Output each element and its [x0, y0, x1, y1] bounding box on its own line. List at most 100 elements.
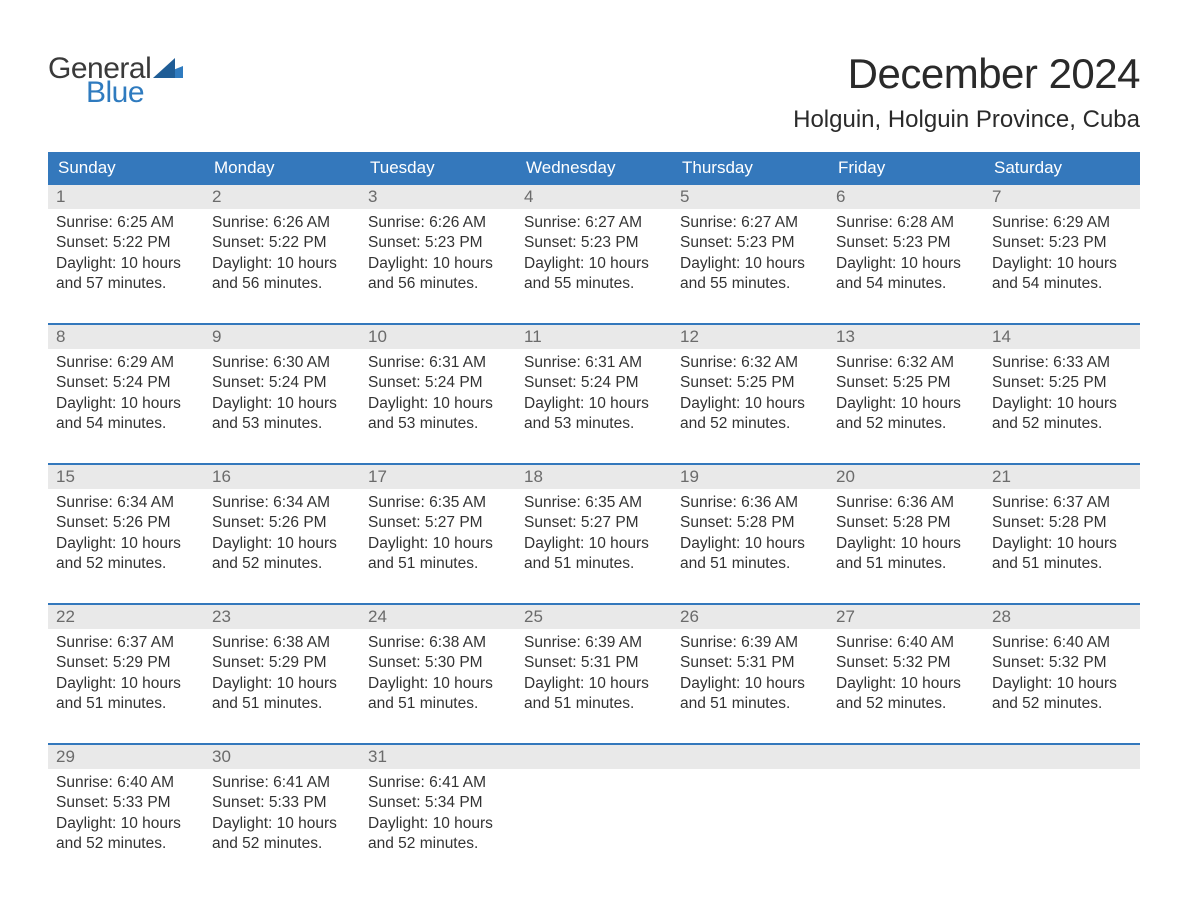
day-number: 29: [56, 747, 75, 766]
dow-cell: Saturday: [984, 152, 1140, 185]
calendar: SundayMondayTuesdayWednesdayThursdayFrid…: [48, 152, 1140, 863]
day-number: 14: [992, 327, 1011, 346]
sunset-text: Sunset: 5:25 PM: [680, 373, 820, 393]
week-row: 29 Sunrise: 6:40 AMSunset: 5:33 PMDayligh…: [48, 743, 1140, 863]
sunrise-text: Sunrise: 6:40 AM: [56, 773, 196, 793]
day-body: Sunrise: 6:41 AMSunset: 5:34 PMDaylight:…: [360, 769, 516, 861]
logo: General Blue: [48, 54, 183, 108]
day-of-week-header: SundayMondayTuesdayWednesdayThursdayFrid…: [48, 152, 1140, 185]
day-number-row: 17: [360, 465, 516, 489]
daylight-line2: and 52 minutes.: [992, 694, 1132, 714]
week-row: 15 Sunrise: 6:34 AMSunset: 5:26 PMDayligh…: [48, 463, 1140, 583]
daylight-line1: Daylight: 10 hours: [992, 394, 1132, 414]
day-body: Sunrise: 6:27 AMSunset: 5:23 PMDaylight:…: [672, 209, 828, 301]
empty-day-number-row: [672, 745, 828, 769]
day-body: Sunrise: 6:32 AMSunset: 5:25 PMDaylight:…: [672, 349, 828, 441]
sunset-text: Sunset: 5:28 PM: [992, 513, 1132, 533]
daylight-line2: and 52 minutes.: [992, 414, 1132, 434]
daylight-line1: Daylight: 10 hours: [368, 674, 508, 694]
sunrise-text: Sunrise: 6:32 AM: [680, 353, 820, 373]
daylight-line1: Daylight: 10 hours: [368, 254, 508, 274]
sunset-text: Sunset: 5:24 PM: [368, 373, 508, 393]
daylight-line2: and 51 minutes.: [524, 554, 664, 574]
sunrise-text: Sunrise: 6:40 AM: [836, 633, 976, 653]
sunset-text: Sunset: 5:23 PM: [992, 233, 1132, 253]
day-body: Sunrise: 6:39 AMSunset: 5:31 PMDaylight:…: [672, 629, 828, 721]
daylight-line1: Daylight: 10 hours: [680, 394, 820, 414]
day-number-row: 10: [360, 325, 516, 349]
sunset-text: Sunset: 5:27 PM: [368, 513, 508, 533]
day-number: 24: [368, 607, 387, 626]
sunrise-text: Sunrise: 6:41 AM: [368, 773, 508, 793]
daylight-line2: and 52 minutes.: [836, 414, 976, 434]
sunrise-text: Sunrise: 6:34 AM: [212, 493, 352, 513]
daylight-line1: Daylight: 10 hours: [836, 534, 976, 554]
daylight-line2: and 52 minutes.: [368, 834, 508, 854]
day-body: Sunrise: 6:40 AMSunset: 5:33 PMDaylight:…: [48, 769, 204, 861]
day-body: Sunrise: 6:38 AMSunset: 5:29 PMDaylight:…: [204, 629, 360, 721]
day-number-row: 6: [828, 185, 984, 209]
day-number: 19: [680, 467, 699, 486]
daylight-line1: Daylight: 10 hours: [212, 814, 352, 834]
day-cell: 22Sunrise: 6:37 AMSunset: 5:29 PMDayligh…: [48, 605, 204, 723]
daylight-line2: and 51 minutes.: [524, 694, 664, 714]
day-number: 22: [56, 607, 75, 626]
day-cell: 23Sunrise: 6:38 AMSunset: 5:29 PMDayligh…: [204, 605, 360, 723]
daylight-line2: and 51 minutes.: [680, 554, 820, 574]
sunrise-text: Sunrise: 6:35 AM: [524, 493, 664, 513]
day-number-row: 25: [516, 605, 672, 629]
daylight-line1: Daylight: 10 hours: [56, 674, 196, 694]
sunrise-text: Sunrise: 6:29 AM: [56, 353, 196, 373]
day-number: 30: [212, 747, 231, 766]
header: General Blue December 2024 Holguin, Holg…: [48, 50, 1140, 134]
day-number: 25: [524, 607, 543, 626]
day-body: Sunrise: 6:28 AMSunset: 5:23 PMDaylight:…: [828, 209, 984, 301]
daylight-line2: and 54 minutes.: [836, 274, 976, 294]
sunrise-text: Sunrise: 6:31 AM: [368, 353, 508, 373]
daylight-line2: and 56 minutes.: [368, 274, 508, 294]
day-number: 18: [524, 467, 543, 486]
day-number: 20: [836, 467, 855, 486]
day-number-row: 24: [360, 605, 516, 629]
daylight-line1: Daylight: 10 hours: [992, 674, 1132, 694]
sunset-text: Sunset: 5:24 PM: [524, 373, 664, 393]
day-number: 17: [368, 467, 387, 486]
day-number-row: 9: [204, 325, 360, 349]
weeks-container: 1Sunrise: 6:25 AMSunset: 5:22 PMDaylight…: [48, 185, 1140, 863]
day-body: Sunrise: 6:31 AMSunset: 5:24 PMDaylight:…: [516, 349, 672, 441]
sunset-text: Sunset: 5:29 PM: [212, 653, 352, 673]
day-cell: 11Sunrise: 6:31 AMSunset: 5:24 PMDayligh…: [516, 325, 672, 443]
daylight-line2: and 57 minutes.: [56, 274, 196, 294]
day-body: Sunrise: 6:40 AMSunset: 5:32 PMDaylight:…: [828, 629, 984, 721]
daylight-line1: Daylight: 10 hours: [836, 254, 976, 274]
day-number: 3: [368, 187, 377, 206]
day-body: Sunrise: 6:35 AMSunset: 5:27 PMDaylight:…: [516, 489, 672, 581]
sunset-text: Sunset: 5:31 PM: [680, 653, 820, 673]
day-body: Sunrise: 6:26 AMSunset: 5:22 PMDaylight:…: [204, 209, 360, 301]
daylight-line2: and 51 minutes.: [680, 694, 820, 714]
daylight-line1: Daylight: 10 hours: [836, 394, 976, 414]
day-cell: 14Sunrise: 6:33 AMSunset: 5:25 PMDayligh…: [984, 325, 1140, 443]
daylight-line2: and 53 minutes.: [212, 414, 352, 434]
dow-cell: Wednesday: [516, 152, 672, 185]
day-cell: 28Sunrise: 6:40 AMSunset: 5:32 PMDayligh…: [984, 605, 1140, 723]
sunrise-text: Sunrise: 6:39 AM: [680, 633, 820, 653]
day-number: 15: [56, 467, 75, 486]
empty-day-cell: [828, 745, 984, 863]
day-number-row: 22: [48, 605, 204, 629]
daylight-line2: and 52 minutes.: [212, 554, 352, 574]
day-cell: 26Sunrise: 6:39 AMSunset: 5:31 PMDayligh…: [672, 605, 828, 723]
day-cell: 6Sunrise: 6:28 AMSunset: 5:23 PMDaylight…: [828, 185, 984, 303]
daylight-line2: and 52 minutes.: [680, 414, 820, 434]
day-cell: 19Sunrise: 6:36 AMSunset: 5:28 PMDayligh…: [672, 465, 828, 583]
day-number: 28: [992, 607, 1011, 626]
daylight-line2: and 54 minutes.: [992, 274, 1132, 294]
day-number-row: 5: [672, 185, 828, 209]
day-cell: 2Sunrise: 6:26 AMSunset: 5:22 PMDaylight…: [204, 185, 360, 303]
day-number-row: 7: [984, 185, 1140, 209]
daylight-line2: and 53 minutes.: [368, 414, 508, 434]
week-row: 22Sunrise: 6:37 AMSunset: 5:29 PMDayligh…: [48, 603, 1140, 723]
day-cell: 24Sunrise: 6:38 AMSunset: 5:30 PMDayligh…: [360, 605, 516, 723]
day-body: Sunrise: 6:34 AMSunset: 5:26 PMDaylight:…: [48, 489, 204, 581]
day-number-row: 4: [516, 185, 672, 209]
